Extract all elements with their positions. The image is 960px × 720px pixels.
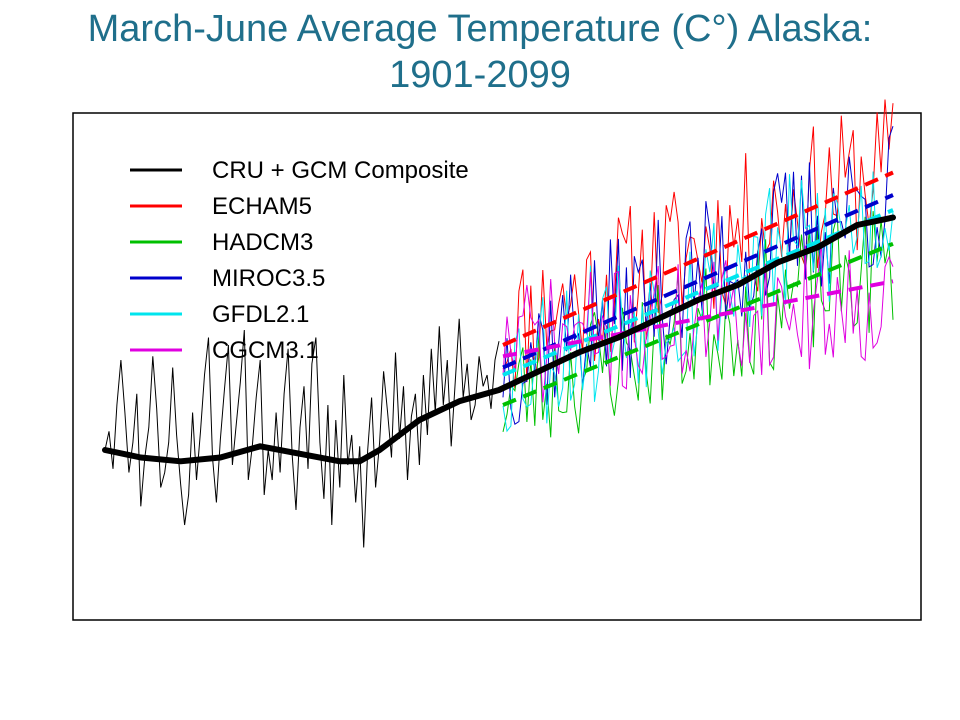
composite-smoothed-line	[102, 214, 896, 465]
plot-area	[102, 99, 896, 548]
title-line-1: March-June Average Temperature (C°) Alas…	[87, 8, 873, 50]
observed-annual-line	[104, 318, 500, 548]
plot-frame	[72, 112, 922, 621]
trend-line-gfdl2-1	[502, 208, 894, 377]
trend-line-miroc3-5	[502, 193, 894, 370]
legend-label-hadcm3: HADCM3	[212, 229, 313, 256]
legend-label-echam5: ECHAM5	[212, 193, 312, 220]
legend-label-cgcm3-1: CGCM3.1	[212, 337, 319, 364]
trend-line-hadcm3	[502, 241, 894, 407]
series-line-hadcm3	[502, 211, 894, 438]
legend-label-miroc3-5: MIROC3.5	[212, 265, 325, 292]
legend: CRU + GCM Composite ECHAM5 HADCM3 MIROC3.5 G…	[130, 157, 469, 364]
title-line-2: 1901-2099	[389, 54, 571, 96]
trend-line-cgcm3-1	[502, 279, 894, 359]
page-title: March-June Average Temperature (C°) Alas…	[0, 6, 960, 98]
legend-label-gfdl2-1: GFDL2.1	[212, 301, 309, 328]
trend-line-echam5	[502, 170, 894, 347]
legend-label-cru-gcm-composite: CRU + GCM Composite	[212, 157, 469, 184]
